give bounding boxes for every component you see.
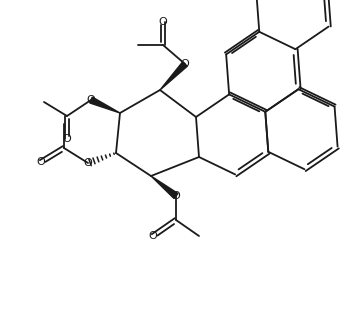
Polygon shape xyxy=(90,97,120,113)
Text: O: O xyxy=(84,158,92,168)
Polygon shape xyxy=(151,176,178,198)
Text: O: O xyxy=(181,59,189,69)
Text: O: O xyxy=(62,134,71,144)
Text: O: O xyxy=(86,95,95,105)
Text: O: O xyxy=(149,231,157,241)
Text: O: O xyxy=(37,157,46,167)
Polygon shape xyxy=(160,62,187,90)
Text: O: O xyxy=(158,17,167,27)
Text: O: O xyxy=(172,191,180,201)
